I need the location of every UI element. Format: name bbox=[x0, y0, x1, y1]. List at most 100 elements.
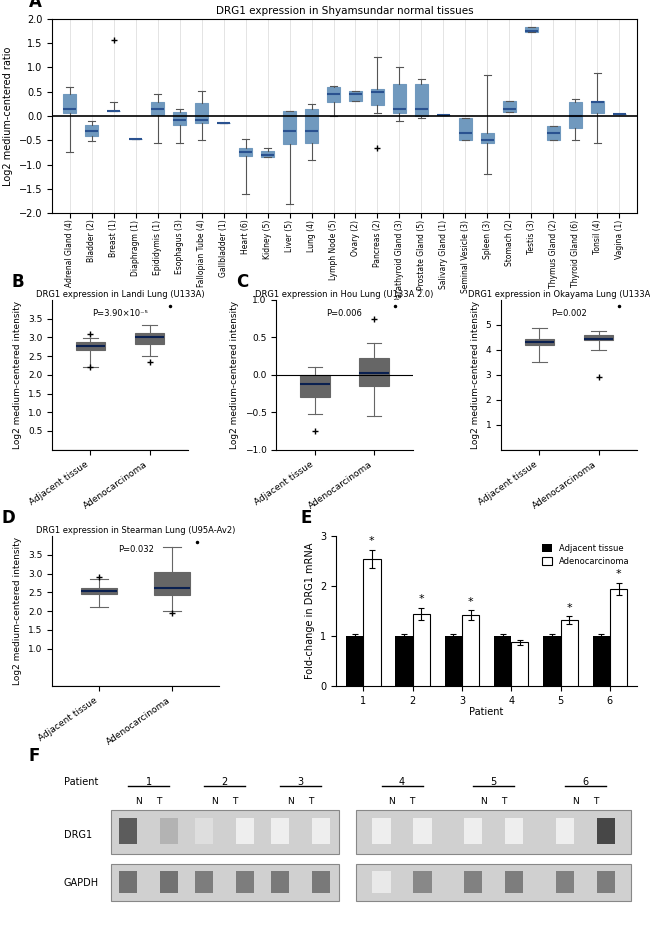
PathPatch shape bbox=[135, 332, 164, 344]
Text: T: T bbox=[410, 797, 415, 806]
FancyBboxPatch shape bbox=[160, 819, 178, 844]
FancyBboxPatch shape bbox=[271, 870, 289, 893]
PathPatch shape bbox=[327, 87, 340, 102]
PathPatch shape bbox=[525, 339, 554, 345]
Text: T: T bbox=[593, 797, 598, 806]
Y-axis label: Log2 medium-centered intensity: Log2 medium-centered intensity bbox=[14, 301, 22, 449]
Text: T: T bbox=[232, 797, 237, 806]
PathPatch shape bbox=[547, 126, 560, 140]
FancyBboxPatch shape bbox=[372, 819, 391, 844]
FancyBboxPatch shape bbox=[119, 819, 137, 844]
PathPatch shape bbox=[349, 91, 362, 101]
FancyBboxPatch shape bbox=[119, 870, 137, 893]
Y-axis label: Log2 medium-centered ratio: Log2 medium-centered ratio bbox=[3, 46, 13, 185]
Bar bbox=[413, 614, 430, 686]
Title: DRG1 expression in Shyamsundar normal tissues: DRG1 expression in Shyamsundar normal ti… bbox=[216, 6, 473, 17]
Y-axis label: Log2 medium-centered intensity: Log2 medium-centered intensity bbox=[14, 537, 22, 685]
PathPatch shape bbox=[261, 151, 274, 157]
FancyBboxPatch shape bbox=[505, 819, 523, 844]
Text: A: A bbox=[29, 0, 42, 11]
Text: 3: 3 bbox=[298, 777, 304, 787]
FancyBboxPatch shape bbox=[413, 870, 432, 893]
FancyBboxPatch shape bbox=[160, 870, 178, 893]
FancyBboxPatch shape bbox=[464, 870, 482, 893]
Bar bbox=[494, 636, 512, 686]
Text: *: * bbox=[419, 594, 424, 604]
FancyBboxPatch shape bbox=[356, 810, 631, 854]
Title: DRG1 expression in Hou Lung (U133A 2.0): DRG1 expression in Hou Lung (U133A 2.0) bbox=[255, 290, 434, 299]
Text: DRG1: DRG1 bbox=[64, 831, 92, 840]
Bar bbox=[610, 589, 627, 686]
Title: DRG1 expression in Stearman Lung (U95A-Av2): DRG1 expression in Stearman Lung (U95A-A… bbox=[36, 527, 235, 535]
Legend: Adjacent tissue, Adenocarcinoma: Adjacent tissue, Adenocarcinoma bbox=[539, 541, 633, 569]
PathPatch shape bbox=[85, 125, 98, 136]
Text: C: C bbox=[236, 273, 248, 291]
Text: Patient: Patient bbox=[64, 777, 98, 787]
FancyBboxPatch shape bbox=[356, 864, 631, 901]
PathPatch shape bbox=[239, 147, 252, 156]
FancyBboxPatch shape bbox=[195, 870, 213, 893]
Text: *: * bbox=[616, 569, 621, 579]
PathPatch shape bbox=[63, 94, 76, 114]
PathPatch shape bbox=[75, 342, 105, 350]
Text: 4: 4 bbox=[399, 777, 405, 787]
Text: F: F bbox=[29, 746, 40, 765]
Text: B: B bbox=[11, 273, 24, 291]
Y-axis label: Log2 medium-centered intensity: Log2 medium-centered intensity bbox=[471, 301, 480, 449]
FancyBboxPatch shape bbox=[597, 819, 615, 844]
Bar bbox=[445, 636, 462, 686]
PathPatch shape bbox=[173, 112, 186, 125]
Text: N: N bbox=[389, 797, 395, 806]
FancyBboxPatch shape bbox=[556, 819, 574, 844]
PathPatch shape bbox=[151, 102, 164, 115]
FancyBboxPatch shape bbox=[236, 870, 254, 893]
PathPatch shape bbox=[300, 375, 330, 397]
PathPatch shape bbox=[584, 335, 614, 341]
Text: N: N bbox=[211, 797, 218, 806]
Text: E: E bbox=[300, 509, 311, 527]
PathPatch shape bbox=[503, 101, 516, 112]
Bar bbox=[543, 636, 560, 686]
PathPatch shape bbox=[195, 103, 208, 123]
FancyBboxPatch shape bbox=[236, 819, 254, 844]
Text: *: * bbox=[468, 596, 473, 607]
FancyBboxPatch shape bbox=[464, 819, 482, 844]
PathPatch shape bbox=[283, 111, 296, 144]
X-axis label: Patient: Patient bbox=[469, 707, 504, 718]
PathPatch shape bbox=[569, 102, 582, 128]
Text: P=3.90×10⁻⁵: P=3.90×10⁻⁵ bbox=[92, 309, 148, 318]
Text: 1: 1 bbox=[146, 777, 151, 787]
PathPatch shape bbox=[81, 588, 118, 594]
Bar bbox=[560, 620, 578, 686]
Text: D: D bbox=[2, 509, 16, 527]
Text: *: * bbox=[369, 536, 374, 546]
Text: 5: 5 bbox=[491, 777, 497, 787]
FancyBboxPatch shape bbox=[312, 819, 330, 844]
PathPatch shape bbox=[154, 572, 190, 595]
Text: *: * bbox=[566, 603, 572, 613]
Bar bbox=[395, 636, 413, 686]
Text: P=0.002: P=0.002 bbox=[551, 309, 587, 318]
Bar bbox=[363, 558, 380, 686]
FancyBboxPatch shape bbox=[195, 819, 213, 844]
Bar bbox=[512, 642, 528, 686]
PathPatch shape bbox=[481, 133, 494, 143]
Text: N: N bbox=[480, 797, 487, 806]
FancyBboxPatch shape bbox=[271, 819, 289, 844]
PathPatch shape bbox=[591, 101, 604, 114]
Title: DRG1 expression in Okayama Lung (U133A 2.0): DRG1 expression in Okayama Lung (U133A 2… bbox=[468, 290, 650, 299]
FancyBboxPatch shape bbox=[597, 870, 615, 893]
FancyBboxPatch shape bbox=[413, 819, 432, 844]
Text: T: T bbox=[308, 797, 313, 806]
Y-axis label: Fold-change in DRG1 mRNA: Fold-change in DRG1 mRNA bbox=[305, 543, 315, 680]
Text: 6: 6 bbox=[582, 777, 588, 787]
PathPatch shape bbox=[305, 108, 318, 143]
Bar bbox=[462, 615, 479, 686]
Text: N: N bbox=[135, 797, 142, 806]
Text: N: N bbox=[287, 797, 294, 806]
Text: N: N bbox=[572, 797, 578, 806]
Text: T: T bbox=[156, 797, 161, 806]
FancyBboxPatch shape bbox=[556, 870, 574, 893]
Bar bbox=[593, 636, 610, 686]
FancyBboxPatch shape bbox=[372, 870, 391, 893]
